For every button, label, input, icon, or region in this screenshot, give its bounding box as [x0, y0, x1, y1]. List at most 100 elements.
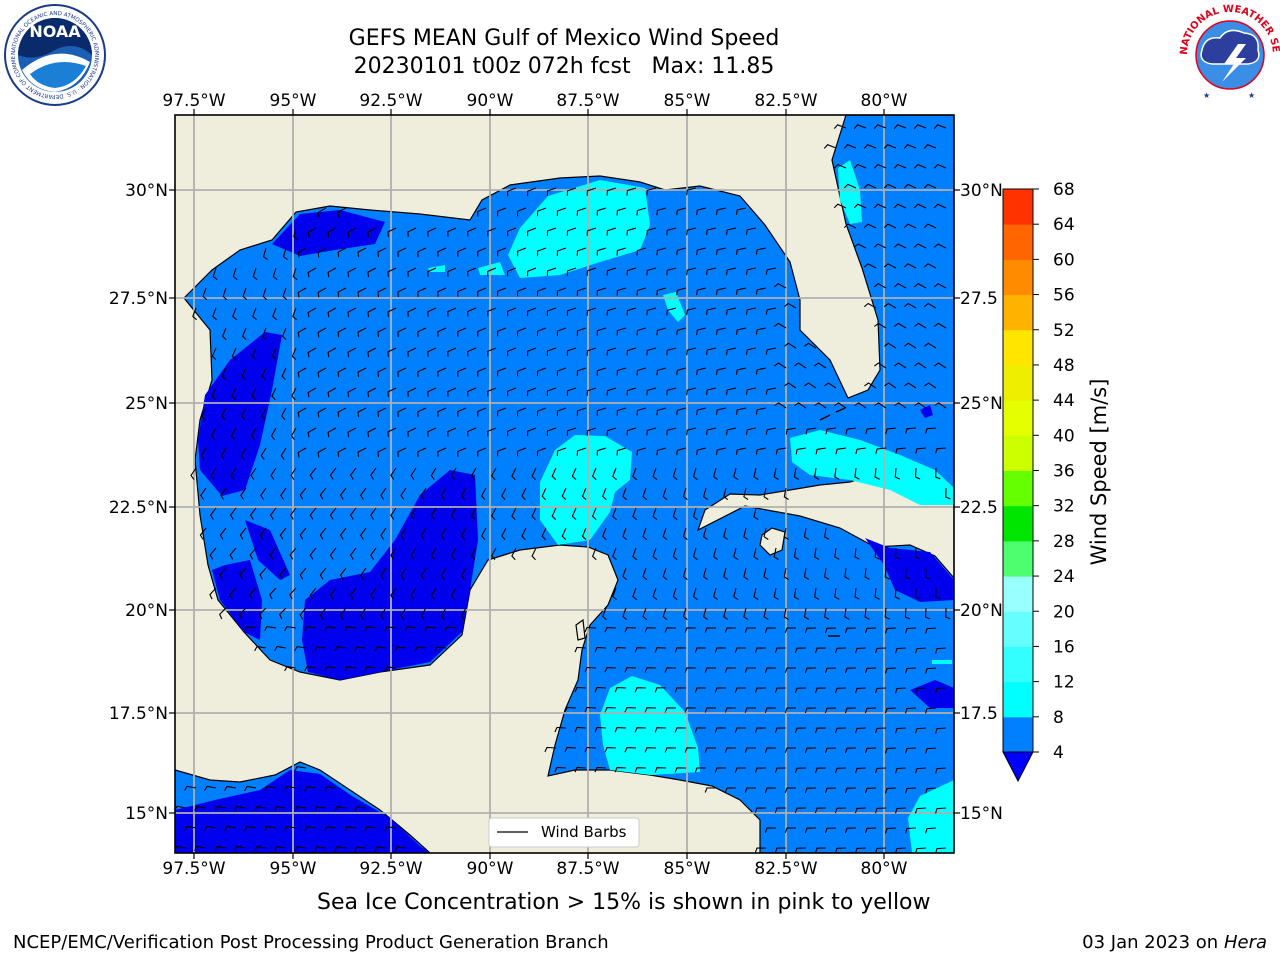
wind-barb: [314, 646, 327, 652]
wind-barb: [347, 427, 357, 438]
wind-barb: [682, 567, 688, 581]
wind-barb: [507, 267, 517, 277]
wind-barb: [457, 287, 467, 297]
wind-barb: [556, 207, 567, 217]
wind-barb: [574, 726, 587, 733]
wind-barb: [745, 347, 757, 355]
wind-barb: [735, 207, 747, 215]
wind-barb: [664, 747, 677, 753]
wind-barb: [824, 527, 830, 540]
wind-barb: [863, 183, 877, 189]
wind-barb: [904, 607, 911, 620]
wind-barb: [427, 387, 437, 397]
wind-barb: [676, 447, 687, 456]
wind-barb: [344, 826, 357, 832]
lat-label: 15°N: [125, 804, 168, 824]
wind-barb: [417, 447, 427, 457]
wind-barb: [400, 487, 407, 500]
wind-barb: [854, 767, 867, 774]
wind-barb: [903, 223, 917, 229]
wind-barb: [357, 367, 367, 378]
wind-barb: [234, 845, 247, 851]
wind-barb: [724, 787, 736, 793]
wind-barb: [783, 567, 789, 580]
wind-barb: [805, 427, 817, 435]
wind-barb: [380, 567, 387, 580]
wind-barb: [354, 806, 367, 812]
wind-barb: [622, 567, 627, 581]
wind-barb: [220, 487, 227, 500]
wind-barb: [612, 507, 617, 521]
wind-barb: [844, 707, 857, 714]
wind-barb: [725, 227, 737, 235]
wind-barb: [584, 626, 597, 633]
wind-barb: [209, 587, 217, 600]
wind-barb: [652, 467, 658, 481]
wind-barb: [614, 727, 627, 733]
wind-barb: [487, 427, 497, 437]
wind-barb: [864, 707, 877, 714]
wind-barb: [546, 347, 557, 357]
wind-barb: [337, 367, 347, 378]
wind-barb: [804, 667, 817, 674]
wind-barb: [935, 767, 947, 774]
wind-barb: [564, 746, 577, 753]
lon-label: 95°W: [270, 859, 317, 879]
wind-barb: [652, 507, 658, 521]
wind-barb: [249, 547, 257, 560]
wind-barb: [666, 267, 677, 276]
wind-barb: [407, 427, 417, 437]
wind-barb: [646, 187, 657, 196]
wind-barb: [564, 706, 577, 713]
wind-barb: [692, 587, 698, 601]
wind-barb: [574, 766, 587, 773]
wind-barb: [501, 487, 507, 501]
wind-barb: [616, 407, 627, 416]
wind-barb: [614, 687, 627, 693]
footer-right: 03 Jan 2023 on Hera: [1082, 932, 1267, 953]
wind-barb: [604, 747, 617, 753]
wind-barb: [925, 607, 931, 620]
wind-barb: [676, 247, 687, 256]
wind-barb: [696, 247, 707, 256]
wind-barb: [713, 547, 719, 561]
wind-barb: [334, 806, 347, 812]
wind-barb: [367, 227, 377, 238]
wind-barb: [823, 144, 837, 149]
wind-barb: [804, 827, 817, 834]
wind-barb: [347, 227, 357, 238]
wind-barb: [467, 347, 477, 357]
wind-barb: [334, 646, 347, 652]
wind-barb: [229, 507, 237, 520]
wind-barb: [517, 207, 527, 217]
wind-barb: [935, 847, 947, 853]
wind-barb: [591, 547, 597, 561]
wind-barb: [357, 247, 367, 258]
wind-barb: [556, 407, 567, 417]
wind-barb: [566, 347, 577, 356]
wind-barb: [834, 547, 840, 560]
wind-barb: [854, 727, 867, 734]
wind-barb: [307, 227, 317, 238]
wind-barb: [873, 124, 887, 129]
wind-barb: [723, 487, 729, 501]
wind-barb: [374, 846, 387, 852]
wind-barb: [360, 527, 367, 540]
wind-barb: [357, 447, 367, 458]
wind-barb: [763, 567, 769, 580]
wind-barb: [834, 647, 847, 654]
wind-barb: [893, 163, 907, 169]
wind-barb: [457, 247, 467, 257]
colorbar-segment: [1003, 611, 1033, 647]
wind-barb: [904, 627, 917, 634]
wind-barb: [222, 287, 228, 301]
wind-barb: [713, 587, 719, 601]
wind-barb: [795, 447, 807, 455]
wind-barb: [440, 567, 447, 580]
wind-barb: [763, 607, 769, 620]
wind-barb: [626, 227, 637, 236]
wind-barb: [743, 487, 749, 501]
wind-barb: [824, 382, 837, 389]
islands: [575, 527, 786, 641]
wind-barb: [894, 727, 907, 734]
